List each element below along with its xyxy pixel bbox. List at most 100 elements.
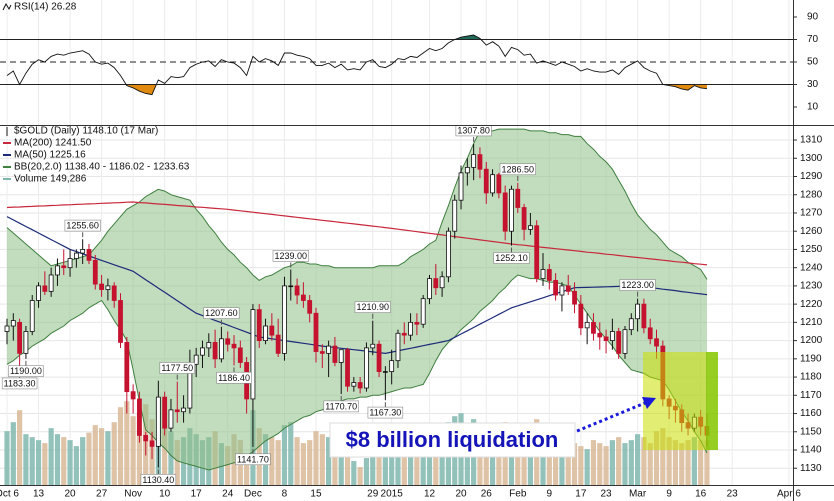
volume-bar bbox=[698, 440, 704, 485]
volume-bar bbox=[42, 443, 48, 485]
volume-bar bbox=[515, 431, 521, 485]
volume-bar bbox=[344, 449, 351, 485]
volume-bar bbox=[67, 440, 73, 485]
volume-bar bbox=[35, 440, 42, 485]
candle-body bbox=[206, 342, 212, 349]
candle-body bbox=[282, 285, 287, 354]
candle-body bbox=[181, 407, 186, 413]
candle-body bbox=[471, 154, 477, 168]
candle-body bbox=[420, 298, 426, 325]
volume-bar bbox=[4, 431, 10, 485]
volume-bar bbox=[98, 428, 105, 485]
candle-body bbox=[29, 300, 35, 332]
highlight-box bbox=[643, 352, 718, 450]
annotation-box bbox=[64, 219, 101, 232]
candle-body bbox=[370, 343, 376, 349]
volume-bar bbox=[641, 437, 647, 485]
candle-body bbox=[345, 349, 350, 387]
volume-bar bbox=[162, 425, 168, 485]
volume-bar bbox=[426, 431, 433, 485]
volume-bar bbox=[672, 440, 679, 485]
annotation-label: 1255.60 bbox=[66, 221, 99, 231]
volume-bar bbox=[496, 431, 502, 485]
candle-body bbox=[433, 278, 439, 289]
volume-bar bbox=[244, 458, 250, 485]
y-tick-label: 1220 bbox=[800, 299, 823, 310]
candle-body bbox=[452, 199, 458, 232]
candle-body bbox=[288, 285, 294, 288]
candle-body bbox=[162, 396, 168, 429]
rsi-tick-label: 90 bbox=[807, 12, 819, 23]
volume-bar bbox=[124, 401, 130, 485]
volume-bar bbox=[395, 437, 401, 485]
x-tick-label: 10 bbox=[159, 489, 171, 500]
volume-bar bbox=[275, 440, 281, 485]
volume-bar bbox=[433, 434, 439, 485]
y-tick-label: 1170 bbox=[800, 390, 822, 401]
volume-bar bbox=[628, 440, 634, 485]
candle-body bbox=[628, 318, 634, 331]
y-tick-label: 1300 bbox=[800, 153, 823, 164]
candle-body bbox=[130, 391, 136, 400]
volume-bar bbox=[338, 434, 344, 485]
volume-bar bbox=[281, 425, 288, 485]
candle-body bbox=[616, 331, 622, 354]
volume-bar bbox=[294, 437, 300, 485]
y-tick-label: 1280 bbox=[800, 189, 823, 200]
y-tick-label: 1230 bbox=[800, 281, 823, 292]
volume-bar bbox=[168, 431, 174, 485]
y-tick-label: 1240 bbox=[800, 262, 823, 273]
x-tick-label: 15 bbox=[310, 489, 322, 500]
volume-bar bbox=[653, 431, 660, 485]
volume-bar bbox=[609, 440, 615, 485]
candle-body bbox=[4, 325, 10, 332]
annotation-box bbox=[499, 163, 536, 176]
volume-bar bbox=[313, 431, 319, 485]
candle-body bbox=[48, 274, 54, 292]
candle-body bbox=[118, 300, 123, 343]
volume-bar bbox=[590, 440, 597, 485]
candle-body bbox=[124, 342, 130, 393]
volume-bar bbox=[300, 443, 306, 485]
volume-bar bbox=[73, 446, 79, 485]
volume-bar bbox=[80, 437, 86, 485]
candle-body bbox=[42, 285, 48, 292]
candle-body bbox=[622, 329, 628, 354]
x-tick-label: 20 bbox=[455, 489, 467, 500]
volume-bar bbox=[521, 434, 527, 485]
volume-bar bbox=[647, 443, 653, 485]
x-tick-label: 26 bbox=[481, 489, 493, 500]
volume-bar bbox=[616, 437, 622, 485]
volume-bar bbox=[357, 467, 363, 485]
x-tick-label: Feb bbox=[509, 489, 527, 500]
candle-body bbox=[609, 331, 615, 341]
y-tick-label: 1130 bbox=[800, 463, 822, 474]
candle-body bbox=[364, 347, 369, 389]
annotation-box bbox=[8, 365, 44, 378]
volume-bar bbox=[48, 428, 54, 485]
band-lower bbox=[6, 274, 708, 471]
x-tick-label: 8 bbox=[282, 489, 288, 500]
candle-body bbox=[55, 265, 60, 276]
candle-body bbox=[17, 321, 23, 354]
band-upper bbox=[6, 128, 708, 282]
volume-bar bbox=[326, 437, 332, 485]
annotation-label: 1130.40 bbox=[142, 475, 174, 485]
candle-body bbox=[502, 192, 508, 232]
annotation-label: 1207.60 bbox=[205, 308, 238, 318]
volume-legend: Volume 149,286 bbox=[14, 174, 87, 185]
volume-bar bbox=[376, 449, 382, 485]
volume-bar bbox=[54, 434, 61, 485]
annotation-label: 1252.10 bbox=[495, 253, 528, 263]
callout-arrow bbox=[576, 401, 646, 433]
callout-text: $8 billion liquidation bbox=[346, 427, 559, 452]
x-tick-label: 23 bbox=[727, 489, 739, 500]
rsi-tick-label: 30 bbox=[807, 79, 819, 90]
candle-body bbox=[237, 347, 243, 363]
volume-bar bbox=[29, 437, 35, 485]
candle-body bbox=[313, 312, 319, 352]
candle-body bbox=[389, 360, 395, 372]
volume-bar bbox=[439, 437, 445, 485]
annotation-label: 1170.70 bbox=[325, 401, 357, 411]
